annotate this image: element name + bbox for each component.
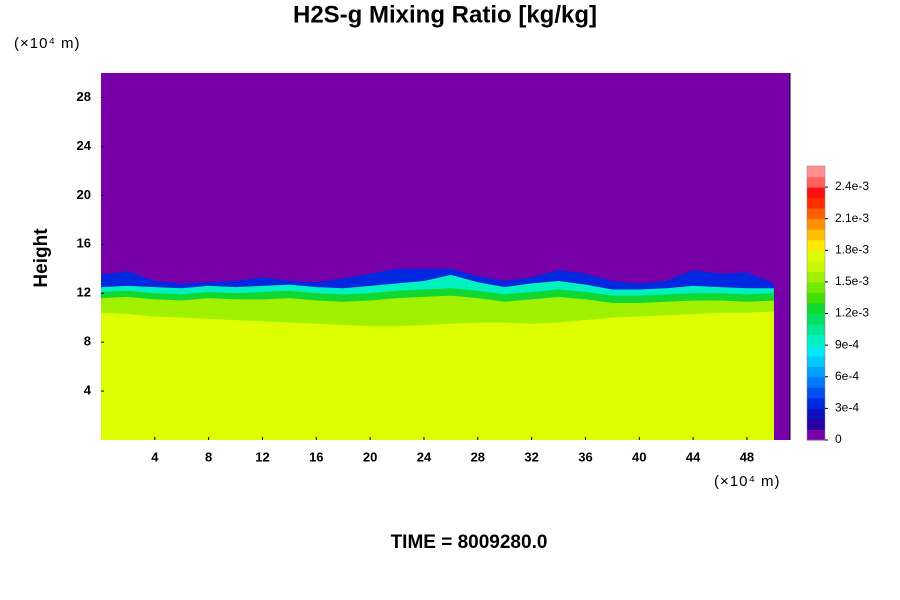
colorbar-swatch (807, 345, 825, 357)
colorbar-swatch (807, 313, 825, 325)
colorbar-swatch (807, 197, 825, 209)
colorbar-swatch (807, 271, 825, 283)
colorbar-tick-label: 2.4e-3 (835, 179, 869, 193)
colorbar-tick-label: 1.8e-3 (835, 242, 869, 256)
y-tick-label: 12 (77, 285, 91, 300)
colorbar-swatch (807, 408, 825, 420)
colorbar-tick-label: 6e-4 (835, 369, 859, 383)
colorbar-swatch (807, 387, 825, 399)
x-tick-label: 48 (740, 449, 754, 464)
colorbar-tick-label: 3e-4 (835, 401, 859, 415)
colorbar-swatch (807, 281, 825, 293)
plot-area (101, 73, 790, 440)
colorbar-swatch (807, 208, 825, 220)
colorbar-swatch (807, 334, 825, 346)
colorbar-swatch (807, 250, 825, 262)
colorbar-tick-label: 2.1e-3 (835, 211, 869, 225)
colorbar-swatch (807, 229, 825, 241)
colorbar-swatch (807, 218, 825, 230)
x-tick-label: 32 (524, 449, 538, 464)
x-tick-label: 44 (686, 449, 701, 464)
colorbar-tick-label: 1.2e-3 (835, 306, 869, 320)
x-tick-label: 36 (578, 449, 592, 464)
colorbar-swatch (807, 376, 825, 388)
colorbar-swatch (807, 397, 825, 409)
y-tick-label: 4 (84, 383, 92, 398)
chart-title: H2S-g Mixing Ratio [kg/kg] (293, 1, 597, 28)
colorbar-swatch (807, 418, 825, 430)
colorbar-swatch (807, 366, 825, 378)
colorbar-swatch (807, 355, 825, 367)
time-label: TIME = 8009280.0 (391, 532, 548, 553)
y-tick-label: 8 (84, 334, 91, 349)
colorbar-swatch (807, 429, 825, 441)
colorbar-frame (806, 165, 826, 441)
y-axis-label: Height (31, 228, 52, 288)
x-tick-label: 8 (205, 449, 212, 464)
colorbar-swatch (807, 187, 825, 199)
x-tick-label: 20 (363, 449, 377, 464)
colorbar-swatch (807, 166, 825, 178)
colorbar-swatch (807, 260, 825, 272)
y-tick-label: 20 (77, 187, 91, 202)
x-tick-label: 40 (632, 449, 646, 464)
x-tick-label: 4 (151, 449, 159, 464)
contour-band (101, 311, 790, 440)
colorbar-swatch (807, 303, 825, 315)
y-tick-label: 16 (77, 236, 91, 251)
colorbar-swatch (807, 324, 825, 336)
y-unit: (×10⁴ m) (14, 35, 81, 52)
x-tick-label: 28 (471, 449, 485, 464)
colorbar-tick-label: 9e-4 (835, 337, 859, 351)
colorbar-swatch (807, 176, 825, 188)
x-tick-label: 16 (309, 449, 323, 464)
colorbar-swatch (807, 292, 825, 304)
colorbar-swatch (807, 239, 825, 251)
colorbar-tick-label: 0 (835, 432, 842, 446)
y-tick-label: 24 (77, 138, 92, 153)
x-unit: (×10⁴ m) (714, 473, 781, 490)
colorbar-tick-label: 1.5e-3 (835, 274, 869, 288)
x-tick-label: 24 (417, 449, 432, 464)
y-tick-label: 28 (77, 89, 91, 104)
x-tick-label: 12 (255, 449, 269, 464)
